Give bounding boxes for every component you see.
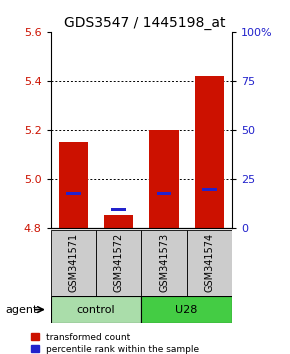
Bar [149, 130, 179, 228]
Text: GSM341572: GSM341572 [114, 233, 124, 292]
Legend: transformed count, percentile rank within the sample: transformed count, percentile rank withi… [28, 329, 202, 354]
Bar [104, 215, 133, 228]
Text: U28: U28 [175, 304, 198, 315]
Bar [187, 230, 232, 296]
Text: GSM341573: GSM341573 [159, 233, 169, 292]
Bar [59, 142, 88, 228]
Bar [96, 230, 142, 296]
Text: GSM341571: GSM341571 [68, 233, 78, 292]
Bar [142, 230, 187, 296]
Bar [51, 230, 96, 296]
Text: GDS3547 / 1445198_at: GDS3547 / 1445198_at [64, 16, 226, 30]
Bar [142, 296, 232, 323]
Bar [202, 188, 217, 190]
Bar [111, 208, 126, 211]
Text: agent: agent [6, 304, 38, 315]
Bar [66, 193, 81, 195]
Bar [195, 76, 224, 228]
Text: GSM341574: GSM341574 [204, 233, 214, 292]
Bar [157, 193, 171, 195]
Text: control: control [77, 304, 115, 315]
Bar [51, 296, 142, 323]
